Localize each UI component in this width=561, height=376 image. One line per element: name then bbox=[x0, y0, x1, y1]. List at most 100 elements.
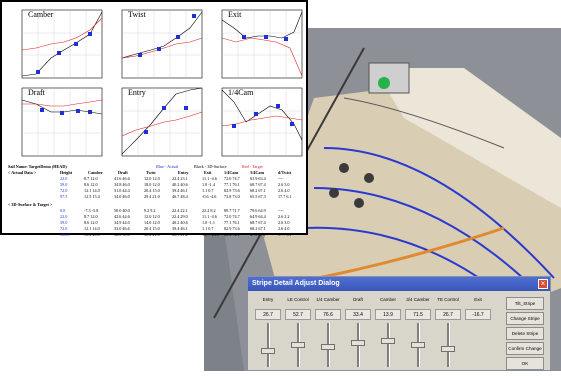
change-stripe-button[interactable]: Change Stripe bbox=[506, 312, 544, 325]
table-cell: 39.0 bbox=[60, 220, 68, 225]
column-slider[interactable] bbox=[321, 323, 335, 367]
close-button[interactable]: × bbox=[538, 279, 548, 289]
table-cell: 41.6 46.6 bbox=[114, 176, 130, 181]
delete-stripe-button[interactable]: Delete Stripe bbox=[506, 327, 544, 340]
draft-chart: Draft bbox=[6, 86, 104, 168]
table-cell: 72.0 74.7 bbox=[224, 214, 240, 219]
table-cell: -0.6 -4.6 bbox=[202, 194, 217, 199]
table-cell: 8.6 12.0 bbox=[84, 220, 98, 225]
slider-thumb[interactable] bbox=[291, 342, 305, 348]
legend-surface: Black - 3D-Surface bbox=[194, 164, 227, 169]
table-cell: 39.4 46.1 bbox=[172, 188, 188, 193]
table-cell: 14.0 12.0 bbox=[144, 220, 160, 225]
table-cell: 82.9 73.6 bbox=[224, 226, 240, 231]
column-slider[interactable] bbox=[441, 323, 455, 367]
table-cell: 2.6 2.2 bbox=[278, 214, 290, 219]
col-header: Entry bbox=[178, 170, 189, 175]
exit-chart: Exit bbox=[206, 8, 304, 90]
table-cell: 12.0 12.0 bbox=[144, 214, 160, 219]
table-cell: 9.2 9.2 bbox=[144, 208, 156, 213]
table-cell: 100.0 bbox=[60, 232, 70, 237]
slider-thumb[interactable] bbox=[321, 344, 335, 350]
confirm-change-button[interactable]: Confirm Change bbox=[506, 342, 544, 355]
table-cell: 17.7 6.1 bbox=[278, 232, 292, 237]
column-slider[interactable] bbox=[261, 323, 275, 367]
column-value-field[interactable]: 76.6 bbox=[315, 309, 341, 320]
table-cell: 68.2 67.1 bbox=[250, 188, 266, 193]
table-cell: ---- bbox=[278, 176, 284, 181]
column-value-field[interactable]: 26.7 bbox=[435, 309, 461, 320]
table-cell: 97.5 bbox=[60, 194, 68, 199]
slider-thumb[interactable] bbox=[381, 338, 395, 344]
table-cell: -7.3 -5.8 bbox=[84, 208, 99, 213]
tilt-stripe-button[interactable]: Tilt_Stripe bbox=[506, 297, 544, 310]
ok-button[interactable]: OK bbox=[506, 357, 544, 370]
column-label: TE Control bbox=[437, 297, 459, 302]
table-cell: 34.9 44.0 bbox=[114, 220, 130, 225]
table-cell: 2.6 3.0 bbox=[278, 220, 290, 225]
column-label: Exit bbox=[474, 297, 482, 302]
col-header: 1/4Cam bbox=[224, 170, 238, 175]
table-cell: 66.4 72.1 bbox=[224, 232, 240, 237]
table-cell: 46.7 48.4 bbox=[172, 194, 188, 199]
column-slider[interactable] bbox=[411, 323, 425, 367]
column-label: Draft bbox=[353, 297, 363, 302]
table-cell: 47.0 67.7 bbox=[250, 232, 266, 237]
table-cell: 11.7 -23.0 bbox=[202, 232, 219, 237]
table-cell: 11.1 -4.6 bbox=[202, 214, 217, 219]
column-slider[interactable] bbox=[351, 323, 365, 367]
slider-thumb[interactable] bbox=[411, 342, 425, 348]
table-cell: 1.0 -1.4 bbox=[202, 182, 215, 187]
table-cell: 22.4 22.1 bbox=[172, 208, 188, 213]
table-cell: 11.1 -4.6 bbox=[202, 176, 217, 181]
slider-thumb[interactable] bbox=[441, 346, 455, 352]
chart-title: 1/4Cam bbox=[228, 88, 254, 97]
table-cell: 34.8 46.0 bbox=[114, 182, 130, 187]
column-label: LE Control bbox=[287, 297, 309, 302]
table-cell: 68.7 67.4 bbox=[250, 220, 266, 225]
table-cell: 1.1 0.7 bbox=[202, 188, 214, 193]
table-cell: 40.2 40.6 bbox=[172, 220, 188, 225]
table-cell: 31.0 44.4 bbox=[114, 188, 130, 193]
chart-title: Camber bbox=[28, 10, 54, 19]
column-value-field[interactable]: 13.9 bbox=[375, 309, 401, 320]
column-value-field[interactable]: 26.7 bbox=[255, 309, 281, 320]
column-value-field[interactable]: -16.7 bbox=[465, 309, 491, 320]
entry-chart: Entry bbox=[106, 86, 204, 168]
table-cell: 50.0 40.0 bbox=[114, 208, 130, 213]
table-cell: 22.0 bbox=[60, 214, 68, 219]
table-cell: 63.9 63.4 bbox=[250, 176, 266, 181]
analysis-panel: Camber Twist Exit bbox=[0, 0, 308, 237]
table-cell: 20.4 15.0 bbox=[144, 226, 160, 231]
slider-thumb[interactable] bbox=[351, 340, 365, 346]
column-value-field[interactable]: 52.7 bbox=[285, 309, 311, 320]
table-cell: 22.4 29.0 bbox=[172, 214, 188, 219]
table-cell: 89.7 71.7 bbox=[224, 208, 240, 213]
table-cell: 22.0 bbox=[60, 176, 68, 181]
table-cell: 12.1 14.0 bbox=[84, 188, 100, 193]
column-label: 1/4 Camber bbox=[316, 297, 340, 302]
slider-thumb[interactable] bbox=[261, 348, 275, 354]
column-slider[interactable] bbox=[381, 323, 395, 367]
col-header: Draft bbox=[118, 170, 128, 175]
column-label: Entry bbox=[262, 297, 274, 302]
table-cell: 0.0 bbox=[60, 208, 66, 213]
table-cell: 13.2 20.0 bbox=[84, 232, 100, 237]
column-value-field[interactable]: 33.4 bbox=[345, 309, 371, 320]
table-cell: 34.0 46.0 bbox=[114, 194, 130, 199]
column-value-field[interactable]: 71.5 bbox=[405, 309, 431, 320]
column-slider[interactable] bbox=[291, 323, 305, 367]
table-cell: 1.1 0.7 bbox=[202, 226, 214, 231]
table-cell: 12.1 14.0 bbox=[84, 226, 100, 231]
table-cell: 68.7 67.4 bbox=[250, 182, 266, 187]
surface-label: < 3D-Surface & Target > bbox=[8, 202, 53, 207]
table-cell: 39.0 bbox=[60, 182, 68, 187]
chart-title: Draft bbox=[28, 88, 45, 97]
table-cell: 2.6 3.0 bbox=[278, 182, 290, 187]
table-cell: 18.0 12.0 bbox=[144, 182, 160, 187]
table-cell: 39.4 46.1 bbox=[172, 226, 188, 231]
chart-title: Entry bbox=[128, 88, 146, 97]
legend-target: Red - Target bbox=[242, 164, 263, 169]
table-cell: 22.4 23.1 bbox=[172, 176, 188, 181]
col-header: Twist bbox=[146, 170, 156, 175]
